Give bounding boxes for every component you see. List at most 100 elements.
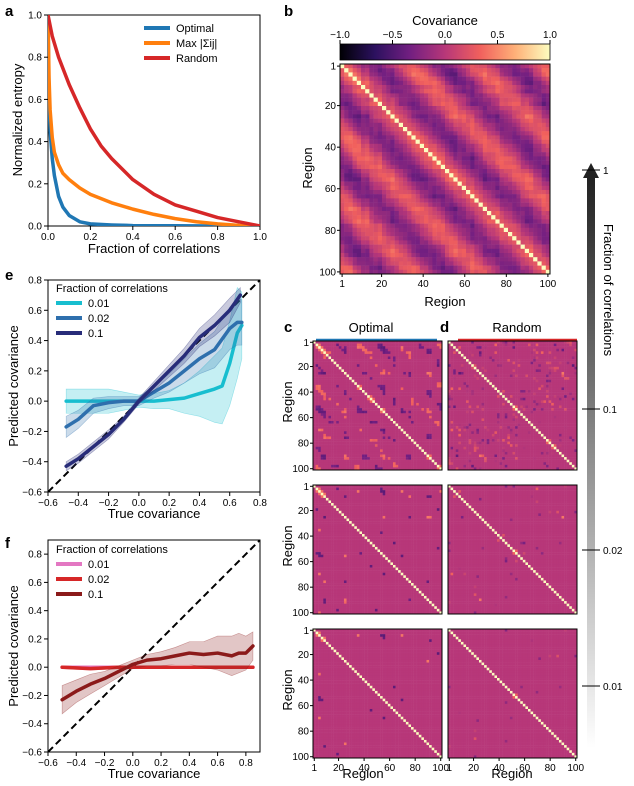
heatmap-cell (372, 379, 376, 383)
heatmap-cell (431, 369, 435, 373)
heatmap-cell (466, 206, 471, 212)
heatmap-cell (474, 131, 479, 136)
heatmap-cell (356, 346, 360, 349)
heatmap-cell (474, 148, 479, 153)
heatmap-cell (392, 446, 396, 450)
heatmap-cell (419, 118, 425, 124)
panel-label-d: d (440, 319, 449, 336)
heatmap-cell (344, 211, 349, 216)
heatmap-cell (440, 227, 446, 233)
heatmap-cell (364, 431, 368, 435)
heatmap-cell (333, 441, 337, 445)
heatmap-cell (405, 400, 409, 404)
heatmap-cell (537, 72, 542, 77)
heatmap-cell (524, 177, 530, 182)
heatmap-cell (320, 420, 324, 424)
heatmap-cell (439, 439, 443, 442)
heatmap-cell (466, 227, 471, 233)
heatmap-cell (333, 451, 337, 455)
heatmap-cell (333, 395, 337, 399)
heatmap-cell (413, 382, 417, 386)
heatmap-cell (424, 64, 429, 69)
heatmap-cell (445, 68, 450, 73)
heatmap-cell (380, 384, 383, 388)
heatmap-cell (457, 89, 463, 94)
heatmap-cell (407, 76, 412, 82)
heatmap-cell (341, 384, 345, 388)
heatmap-cell (445, 219, 450, 224)
heatmap-cell (320, 444, 324, 448)
heatmap-cell (411, 190, 416, 195)
heatmap-cell (390, 451, 394, 455)
heatmap-cell (495, 93, 500, 98)
heatmap-cell (516, 93, 521, 98)
heatmap-cell (365, 185, 370, 191)
heatmap-cell (394, 257, 400, 262)
heatmap-cell (361, 110, 366, 115)
heatmap-cell (369, 101, 374, 107)
heatmap-cell (403, 253, 408, 258)
heatmap-cell (453, 127, 458, 132)
heatmap-cell (338, 418, 342, 422)
heatmap-cell (466, 68, 471, 73)
heatmap-cell (385, 377, 389, 380)
heatmap-cell (369, 433, 373, 437)
heatmap-cell (348, 169, 353, 174)
heatmap-cell (394, 169, 400, 174)
heatmap-cell (491, 269, 496, 275)
heatmap-cell (432, 211, 437, 216)
heatmap-cell (421, 431, 425, 435)
heatmap-cell (439, 392, 443, 396)
heatmap-cell (413, 446, 417, 450)
heatmap-cell (328, 451, 332, 455)
heatmap-cell (346, 428, 350, 432)
heatmap-cell (503, 76, 509, 82)
heatmap-cell (323, 449, 327, 453)
heatmap-cell (369, 459, 373, 463)
heatmap-cell (428, 265, 433, 271)
heatmap-cell (394, 143, 400, 149)
heatmap-cell (361, 236, 366, 241)
heatmap-cell (516, 269, 521, 275)
heatmap-cell (466, 265, 471, 271)
heatmap-cell (421, 353, 425, 357)
heatmap-cell (377, 343, 381, 347)
heatmap-cell (416, 382, 420, 386)
heatmap-cell (432, 169, 437, 174)
heatmap-cell (374, 451, 378, 455)
heatmap-cell (503, 89, 509, 94)
heatmap-cell (328, 351, 332, 355)
heatmap-cell (328, 379, 332, 383)
heatmap-cell (348, 122, 353, 128)
heatmap-cell (487, 85, 492, 90)
heatmap-cell (478, 139, 484, 145)
heatmap-cell (349, 408, 352, 411)
heatmap-cell (520, 72, 526, 77)
heatmap-cell (356, 371, 360, 375)
heatmap-cell (362, 397, 365, 401)
heatmap-cell (411, 219, 416, 224)
heatmap-cell (356, 377, 360, 380)
heatmap-cell (359, 454, 363, 458)
heatmap-cell (421, 420, 425, 424)
heatmap-cell (415, 223, 421, 229)
heatmap-cell (416, 462, 420, 466)
heatmap-cell (387, 371, 391, 375)
heatmap-cell (520, 106, 526, 111)
heatmap-cell (323, 353, 327, 357)
heatmap-cell (439, 441, 443, 445)
heatmap-cell (439, 379, 443, 383)
heatmap-cell (343, 392, 347, 396)
heatmap-cell (428, 143, 433, 149)
heatmap-cell (529, 248, 534, 254)
heatmap-cell (390, 462, 394, 466)
heatmap-cell (499, 227, 505, 233)
heatmap-cell (508, 185, 513, 191)
heatmap-cell (382, 164, 387, 170)
heatmap-cell (453, 148, 458, 153)
heatmap-cell (491, 164, 496, 170)
heatmap-cell (431, 392, 435, 396)
heatmap-cell (529, 198, 534, 203)
heatmap-cell (470, 227, 475, 233)
heatmap-cell (352, 106, 358, 111)
